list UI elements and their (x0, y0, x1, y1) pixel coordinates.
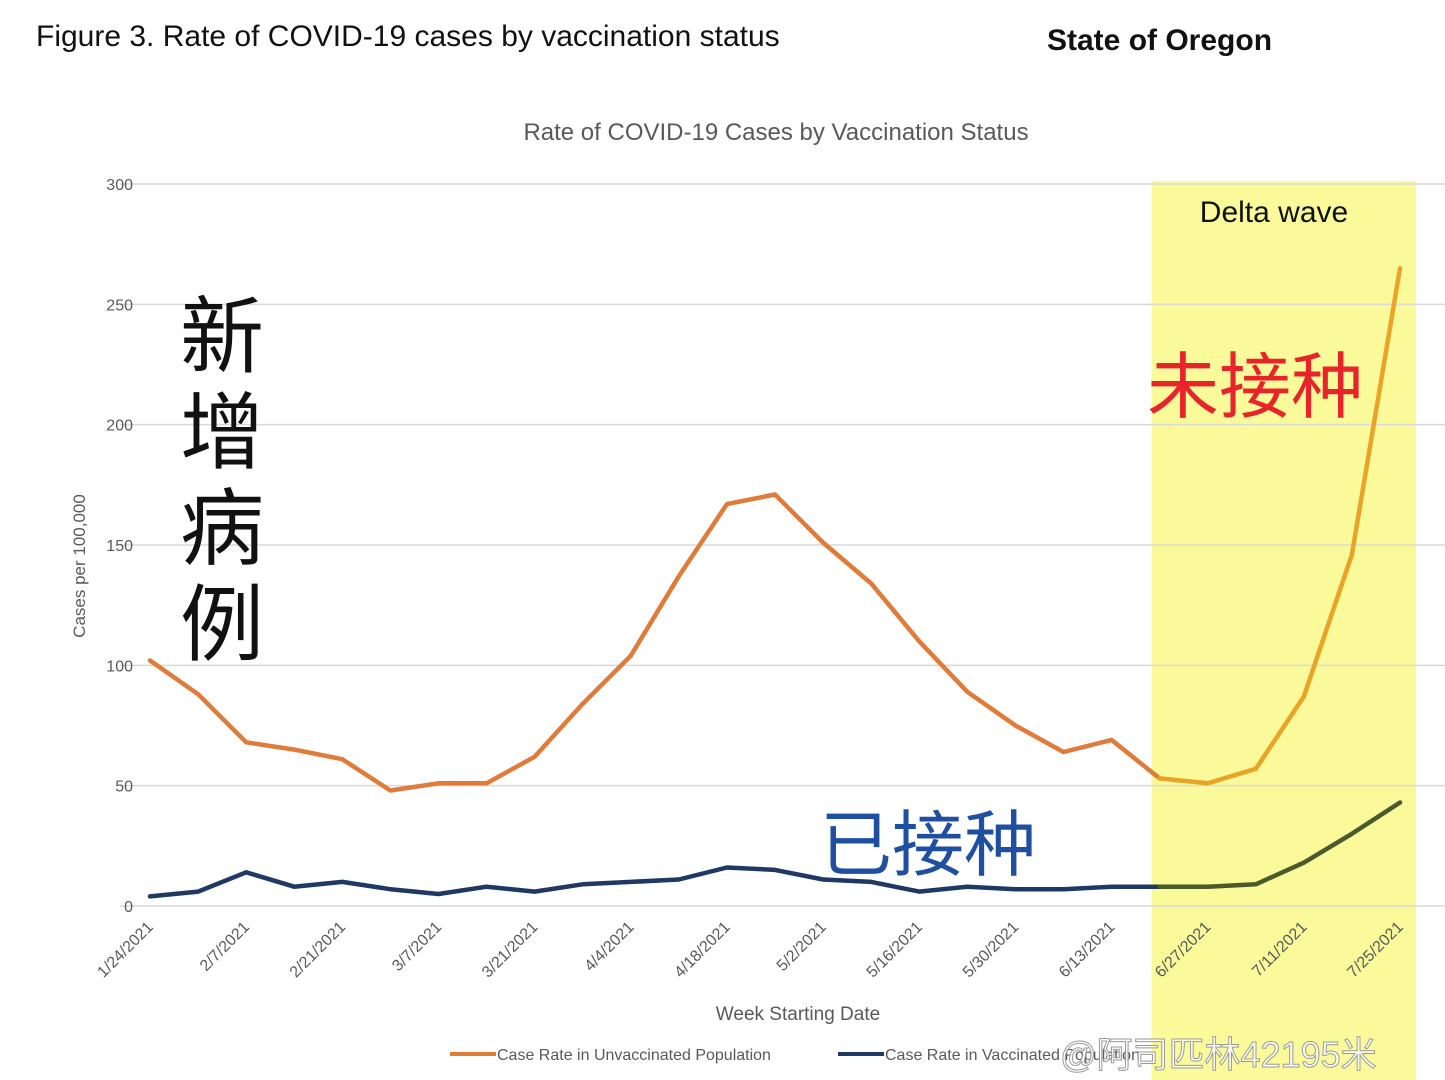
x-tick-label: 6/13/2021 (1056, 919, 1118, 981)
y-tick-label: 200 (106, 418, 133, 435)
y-axis-label: Cases per 100,000 (70, 494, 89, 638)
figure-title: Figure 3. Rate of COVID-19 cases by vacc… (36, 20, 780, 53)
x-tick-label: 5/30/2021 (960, 919, 1022, 981)
y-tick-label: 300 (106, 177, 133, 194)
x-tick-label: 3/21/2021 (479, 919, 541, 981)
vaccinated-series-line-delta (1157, 800, 1403, 889)
chart-title: Rate of COVID-19 Cases by Vaccination St… (523, 119, 1028, 146)
x-tick-label: 3/7/2021 (389, 919, 445, 975)
x-tick-label: 1/24/2021 (94, 919, 156, 981)
y-tick-label: 50 (115, 779, 133, 796)
y-tick-label: 250 (106, 297, 133, 314)
unvaccinated-annotation: 未接种 (1147, 345, 1363, 429)
state-label: State of Oregon (1047, 24, 1273, 57)
new-cases-char: 新 (180, 288, 264, 386)
unvaccinated-series-line (147, 492, 1162, 793)
y-tick-label: 150 (106, 538, 133, 555)
delta-wave-band (1151, 181, 1416, 1080)
vaccinated-series-line (147, 865, 1162, 899)
vaccinated-annotation: 已接种 (820, 803, 1036, 887)
x-tick-label: 4/4/2021 (582, 919, 638, 975)
x-tick-label: 5/16/2021 (864, 919, 926, 981)
new-cases-char: 增 (180, 384, 264, 482)
legend-label-vaccinated: Case Rate in Vaccinated Population (885, 1047, 1140, 1064)
delta-wave-label: Delta wave (1200, 196, 1348, 229)
x-tick-label: 2/7/2021 (197, 919, 253, 975)
new-cases-char: 例 (180, 576, 264, 674)
watermark: @阿司匹林42195米 (1060, 1034, 1378, 1076)
new-cases-char: 病 (180, 480, 264, 578)
legend-label-unvaccinated: Case Rate in Unvaccinated Population (497, 1047, 771, 1064)
x-axis-label: Week Starting Date (716, 1004, 880, 1025)
unvaccinated-series-line-delta (1157, 265, 1403, 786)
y-tick-label: 0 (124, 899, 133, 916)
x-tick-label: 5/2/2021 (774, 919, 830, 975)
x-tick-label: 2/21/2021 (287, 919, 349, 981)
y-tick-label: 100 (106, 658, 133, 675)
x-tick-label: 4/18/2021 (671, 919, 733, 981)
